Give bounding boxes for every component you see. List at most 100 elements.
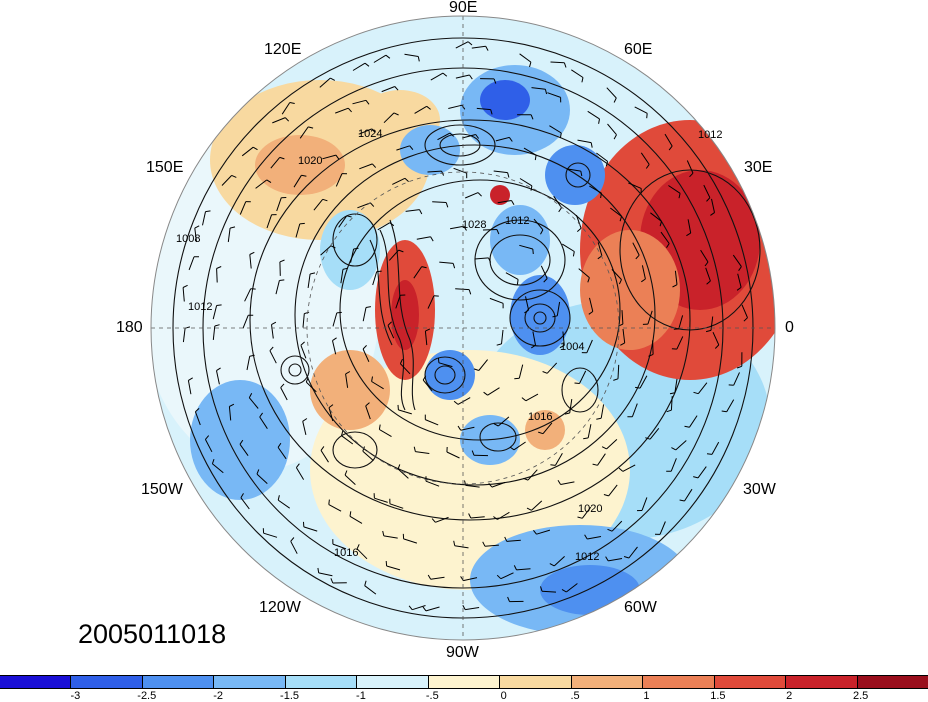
wind-barb [295, 467, 305, 480]
wind-barb [415, 451, 430, 454]
wind-barb [269, 350, 277, 364]
wind-barb [495, 136, 510, 142]
wind-barb [711, 198, 715, 213]
wind-barb-flag [684, 425, 690, 428]
wind-barb [328, 407, 334, 422]
wind-barb-flag [666, 409, 672, 413]
colorbar [0, 675, 928, 689]
wind-barb-flag [371, 128, 376, 133]
wind-barb-flag [635, 254, 640, 260]
wind-barb-flag [277, 495, 280, 501]
wind-barb-flag [269, 346, 274, 352]
wind-barb [628, 182, 642, 189]
wind-barb-flag [342, 267, 348, 270]
wind-barb [513, 441, 526, 451]
wind-barb-flag [216, 266, 222, 269]
wind-barb-flag [372, 163, 377, 168]
colorbar-tick-label: -3 [70, 690, 81, 702]
wind-barb [608, 558, 623, 562]
wind-barb [600, 404, 605, 419]
wind-barb [272, 117, 286, 124]
wind-barb [242, 315, 249, 329]
wind-barb [425, 419, 439, 426]
wind-barb-flag [362, 345, 367, 350]
wind-barb [541, 590, 557, 593]
wind-barb [668, 185, 681, 194]
wind-barb [500, 572, 514, 580]
wind-barb-flag [345, 371, 351, 375]
lon-label-90w: 90W [446, 644, 479, 661]
wind-barb [733, 372, 740, 386]
wind-barb [457, 397, 471, 405]
wind-barb-flag [425, 328, 431, 332]
wind-barb [639, 375, 648, 389]
wind-barb-flag [493, 423, 499, 427]
wind-barb [505, 272, 519, 280]
wind-barb [611, 520, 623, 532]
wind-barb-flag [308, 126, 314, 129]
wind-barb [596, 152, 608, 162]
wind-barb-flag [277, 442, 282, 448]
wind-barb [470, 516, 485, 519]
wind-barb-flag [335, 154, 340, 160]
wind-barb-flag [592, 463, 598, 466]
wind-barb-flag [330, 245, 336, 249]
contour-label: 1024 [358, 128, 382, 140]
wind-barb-flag [524, 309, 529, 314]
wind-barb-flag [557, 479, 562, 485]
wind-barb-flag [259, 412, 264, 418]
wind-barb [430, 72, 444, 81]
wind-barb-flag [431, 518, 436, 523]
wind-barb [430, 576, 445, 580]
wind-barb [684, 488, 693, 502]
wind-barb-flag [641, 278, 646, 283]
wind-barb [540, 265, 548, 279]
wind-barb [352, 62, 366, 71]
wind-barb-flag [216, 367, 221, 372]
wind-barb [546, 362, 558, 374]
wind-barb-flag [468, 289, 472, 295]
wind-barb-flag [521, 397, 527, 402]
wind-barb [395, 295, 401, 309]
wind-barb [437, 132, 451, 141]
wind-barb [565, 583, 578, 593]
wind-barb [246, 356, 251, 371]
wind-barb-flag [473, 368, 479, 371]
wind-barb [632, 242, 640, 256]
wind-barb-flag [563, 62, 567, 68]
timestamp-label: 2005011018 [78, 619, 227, 649]
wind-barb [332, 340, 337, 355]
wind-barb [553, 195, 562, 208]
wind-barb [350, 248, 355, 263]
wind-barb-flag [704, 261, 709, 267]
wind-barb-flag [296, 463, 300, 468]
wind-barb [478, 359, 488, 371]
wind-barb [332, 543, 347, 550]
wind-barb-flag [559, 132, 562, 138]
wind-barb [293, 175, 302, 188]
wind-barb [597, 242, 603, 257]
wind-barb [403, 538, 418, 544]
wind-barb-flag [645, 437, 651, 440]
wind-barb [446, 451, 460, 459]
colorbar-swatch [571, 676, 644, 688]
wind-barb-flag [320, 446, 325, 451]
wind-barb-flag [483, 391, 488, 396]
wind-barb [318, 572, 333, 577]
wind-barb [484, 544, 499, 547]
wind-barb-flag [305, 377, 309, 383]
wind-barb [263, 532, 278, 538]
wind-barb-flag [508, 137, 513, 142]
wind-barb [554, 453, 563, 466]
wind-barb-flag [576, 227, 582, 232]
wind-barb-flag [365, 306, 371, 308]
wind-barb-flag [666, 243, 670, 248]
wind-barb [487, 387, 500, 396]
wind-barb [569, 399, 573, 414]
wind-barb [194, 228, 197, 243]
wind-barb-flag [284, 117, 290, 122]
wind-barb-flag [588, 311, 594, 315]
wind-barb-flag [511, 200, 515, 206]
wind-barb-flag [613, 97, 617, 103]
wind-barb-flag [365, 402, 370, 407]
